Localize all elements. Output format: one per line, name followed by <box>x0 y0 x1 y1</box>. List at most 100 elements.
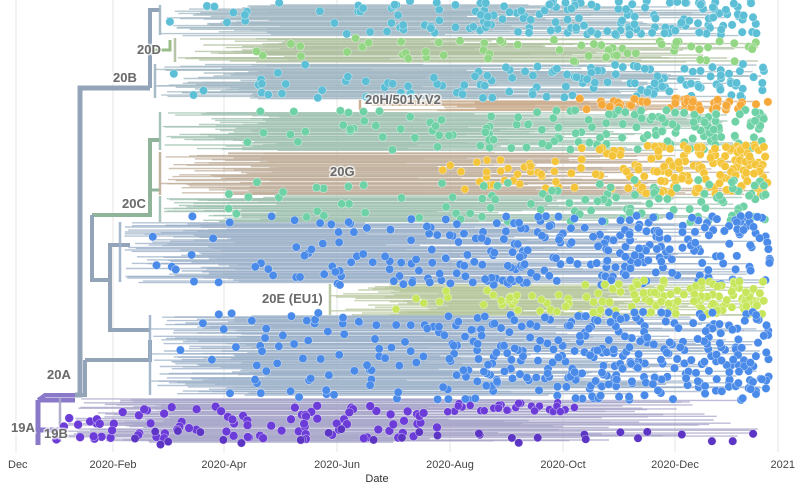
tip-point <box>635 336 645 346</box>
tip-point <box>677 174 687 184</box>
tip-point <box>581 434 591 444</box>
tip-point <box>662 234 672 244</box>
tip-point <box>584 51 594 61</box>
tip-point <box>405 0 415 6</box>
tip-point <box>159 408 169 419</box>
tip-point <box>422 323 432 333</box>
tip-point <box>536 169 546 179</box>
tip-point <box>586 206 596 216</box>
tip-point <box>620 331 630 341</box>
tip-point <box>296 51 306 61</box>
tip-point <box>311 183 321 193</box>
tip-point <box>460 394 470 404</box>
tip-point <box>450 22 460 32</box>
tip-point <box>548 357 558 367</box>
tip-point <box>677 429 687 439</box>
tip-point <box>214 277 224 287</box>
tip-point <box>541 211 551 221</box>
tip-point <box>732 251 742 261</box>
tip-point <box>298 353 308 363</box>
tip-point <box>429 73 439 83</box>
tip-point <box>450 0 460 10</box>
tip-point <box>290 402 300 413</box>
tip-point <box>537 125 547 135</box>
tip-point <box>277 89 287 99</box>
tip-point <box>537 231 547 241</box>
tip-point <box>567 90 577 100</box>
tip-point <box>518 351 528 361</box>
tip-point <box>472 157 482 167</box>
tip-point <box>507 373 517 383</box>
tip-point <box>654 227 664 237</box>
tip-point <box>646 154 656 164</box>
tip-point <box>576 163 586 173</box>
tip-point <box>608 284 618 294</box>
tip-point <box>406 235 416 245</box>
tip-point <box>504 87 514 97</box>
tip-point <box>746 0 756 8</box>
clade-label-halo: 20A <box>47 367 71 382</box>
tip-point <box>604 109 614 119</box>
tip-point <box>553 123 563 133</box>
tip-point <box>581 311 591 321</box>
tip-point <box>638 307 648 317</box>
tip-point <box>289 339 299 349</box>
tip-point <box>587 122 597 132</box>
tip-point <box>614 279 624 289</box>
tip-point <box>759 142 769 152</box>
tip-point <box>481 381 491 391</box>
tip-point <box>295 272 305 282</box>
tip-point <box>717 386 727 396</box>
tip-point <box>737 343 747 353</box>
tip-point <box>474 428 484 438</box>
tip-point <box>649 339 659 349</box>
tip-point <box>610 29 620 39</box>
tip-point <box>617 364 627 374</box>
tip-point <box>389 276 399 286</box>
tip-point <box>436 115 446 125</box>
tip-point <box>357 42 367 52</box>
tip-point <box>439 50 449 60</box>
tip-point <box>630 110 640 120</box>
tip-point <box>365 27 375 37</box>
tip-point <box>491 348 501 358</box>
tip-point <box>584 115 594 125</box>
tip-point <box>387 145 397 155</box>
tip-point <box>359 180 369 190</box>
tip-point <box>716 70 726 80</box>
tip-point <box>716 251 726 261</box>
tip-point <box>686 79 696 89</box>
tip-point <box>209 2 219 12</box>
tip-point <box>145 418 156 428</box>
tip-point <box>445 230 455 240</box>
tip-point <box>629 290 639 300</box>
tip-point <box>382 26 392 36</box>
tip-point <box>503 261 513 271</box>
tip-point <box>673 323 683 333</box>
tip-point <box>438 382 448 392</box>
tip-point <box>627 0 637 9</box>
tip-point <box>729 0 739 9</box>
tip-point <box>497 14 507 24</box>
tip-point <box>286 311 296 321</box>
tip-point <box>618 62 628 72</box>
tip-point <box>257 346 267 356</box>
tip-point <box>676 18 686 28</box>
tip-point <box>517 321 527 331</box>
tip-point <box>647 28 657 38</box>
tip-point <box>492 181 502 191</box>
tip-point <box>316 354 326 364</box>
tip-point <box>533 62 543 72</box>
tip-point <box>399 416 409 426</box>
tip-point <box>486 112 496 122</box>
tip-point <box>495 36 505 46</box>
tip-point <box>300 60 310 70</box>
tip-point <box>551 253 561 263</box>
tip-point <box>207 355 217 365</box>
tip-point <box>150 427 160 437</box>
tip-point <box>760 190 770 200</box>
tip-point <box>740 316 750 326</box>
tip-point <box>700 381 710 391</box>
tip-point <box>515 179 525 189</box>
